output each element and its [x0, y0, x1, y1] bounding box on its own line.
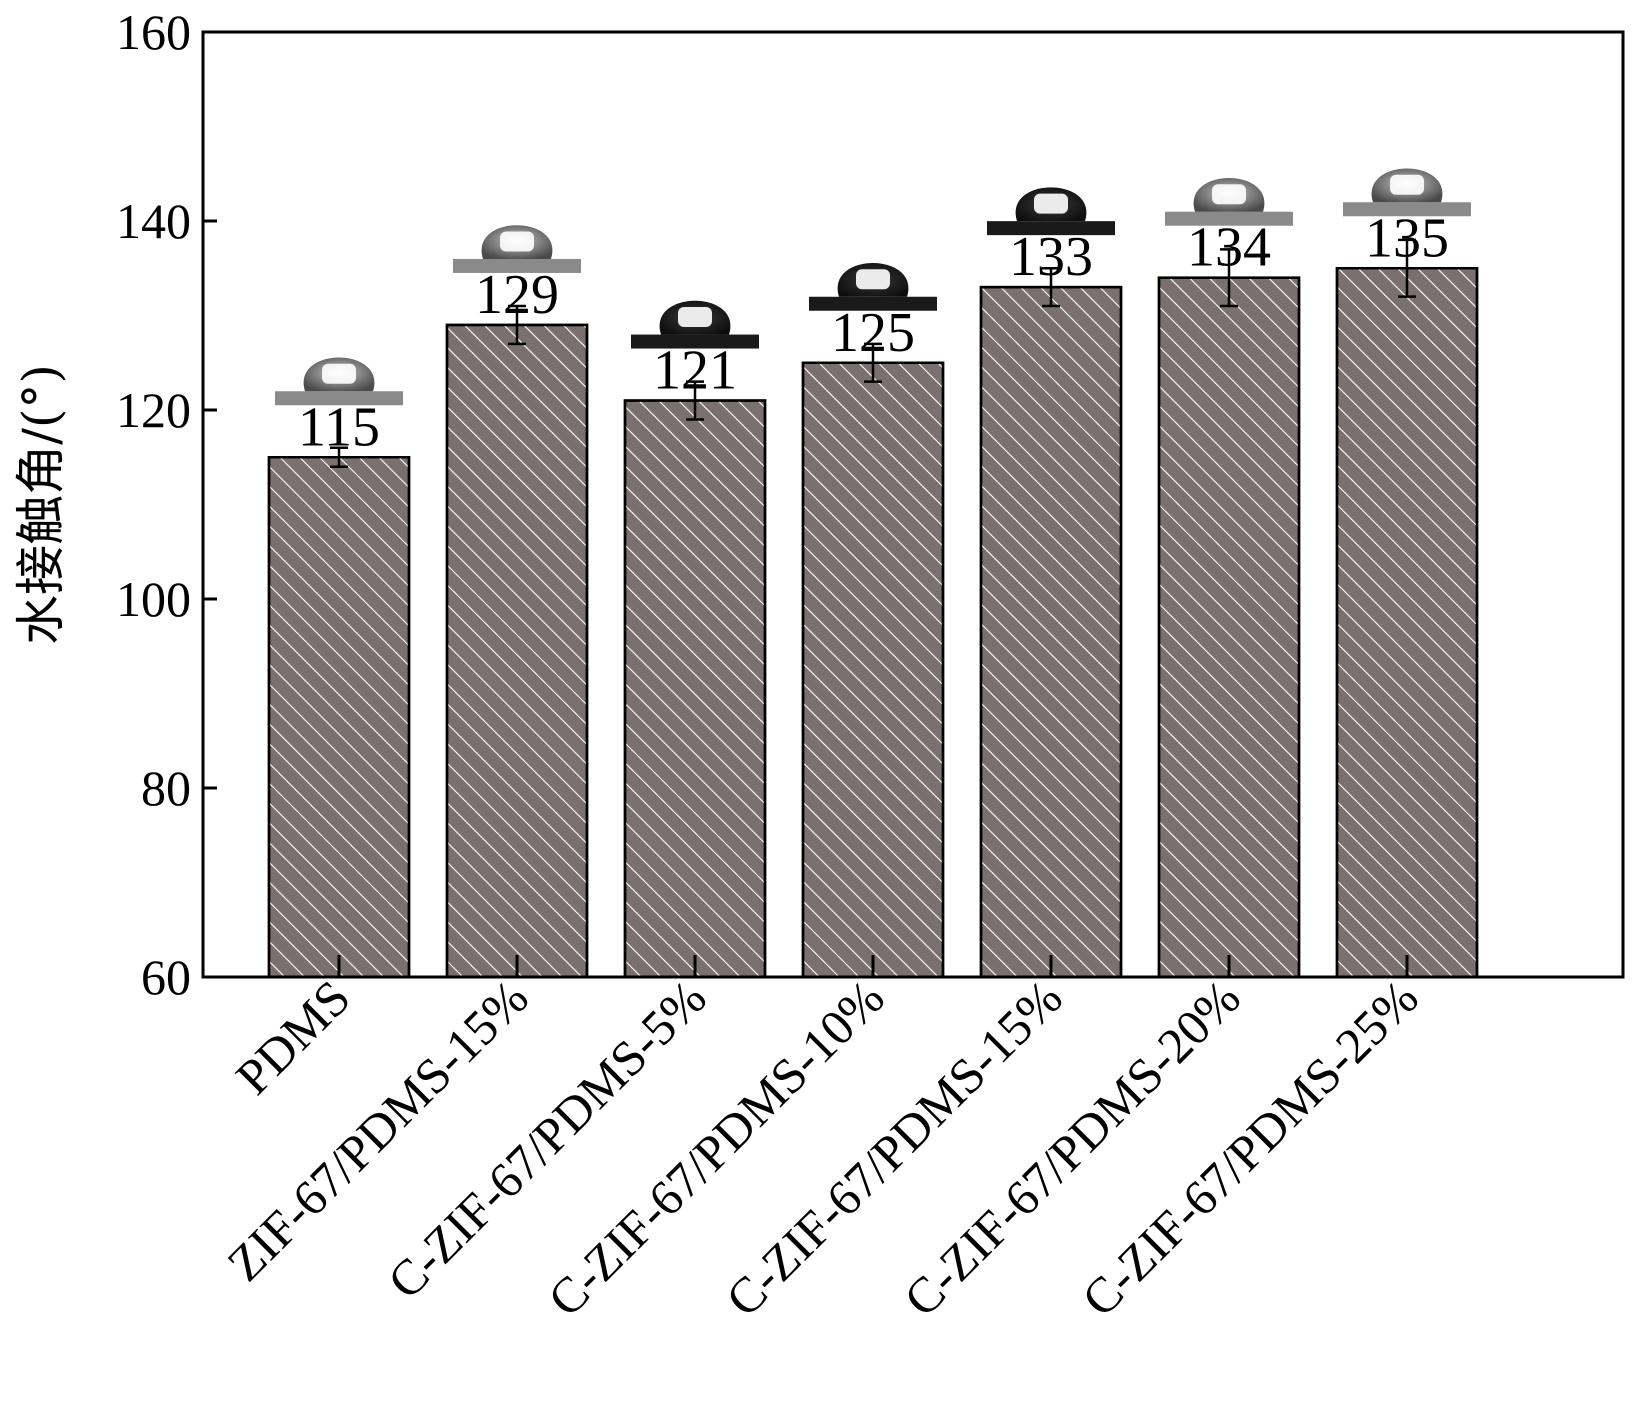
y-axis-ticks: 60 80 100 120 140 160 — [116, 4, 217, 1005]
droplet-image-5 — [987, 187, 1115, 236]
x-category-label-6: C-ZIF-67/PDMS-20% — [893, 969, 1251, 1327]
x-category-label-3: C-ZIF-67/PDMS-5% — [377, 969, 717, 1309]
bars-group — [267, 267, 1479, 979]
droplet-highlight — [856, 269, 890, 290]
droplet-highlight — [1212, 184, 1246, 205]
y-tick-label: 140 — [116, 193, 191, 249]
y-tick-label: 120 — [116, 382, 191, 438]
substrate — [987, 221, 1115, 236]
droplet-highlight — [322, 363, 356, 384]
plot-frame — [201, 30, 1625, 979]
x-category-label-4: C-ZIF-67/PDMS-10% — [537, 969, 895, 1327]
error-bars-group — [330, 238, 1416, 468]
substrate — [1343, 202, 1471, 217]
substrate — [809, 296, 937, 311]
y-tick-label: 160 — [116, 4, 191, 60]
droplet-image-3 — [631, 300, 759, 349]
substrate — [631, 334, 759, 349]
x-category-label-7: C-ZIF-67/PDMS-25% — [1071, 969, 1429, 1327]
y-axis-title: 水接触角/(°) — [12, 364, 70, 645]
data-label-3: 121 — [653, 340, 737, 402]
data-label-4: 125 — [831, 302, 915, 364]
data-label-6: 134 — [1187, 217, 1271, 279]
data-label-1: 115 — [298, 396, 380, 458]
y-tick-label: 80 — [141, 760, 191, 816]
droplet-images — [275, 168, 1471, 406]
axes-group — [201, 30, 1625, 979]
bar-hatch-7 — [1335, 267, 1479, 979]
bar-hatch-2 — [445, 323, 589, 979]
droplet-image-6 — [1165, 177, 1293, 226]
droplet-highlight — [678, 307, 712, 328]
bar-hatch-5 — [979, 285, 1123, 979]
x-category-label-1: PDMS — [225, 969, 361, 1105]
x-category-label-2: ZIF-67/PDMS-15% — [216, 969, 538, 1291]
droplet-image-2 — [453, 225, 581, 273]
droplet-image-7 — [1343, 168, 1471, 217]
data-label-7: 135 — [1365, 207, 1449, 269]
x-category-label-5: C-ZIF-67/PDMS-15% — [715, 969, 1073, 1327]
droplet-highlight — [500, 231, 534, 252]
droplet-image-1 — [275, 357, 403, 406]
bar-hatch-6 — [1157, 276, 1301, 979]
bar-hatch-1 — [267, 456, 411, 979]
data-labels-group: 115 129 121 125 133 134 135 — [298, 207, 1449, 458]
bar-hatch-4 — [801, 361, 945, 979]
droplet-highlight — [1034, 193, 1068, 214]
data-label-2: 129 — [475, 264, 559, 326]
substrate — [1165, 211, 1293, 226]
droplet-image-4 — [809, 263, 937, 311]
droplet-highlight — [1390, 174, 1424, 195]
substrate — [453, 258, 581, 273]
x-axis-labels: PDMSZIF-67/PDMS-15%C-ZIF-67/PDMS-5%C-ZIF… — [216, 955, 1429, 1327]
y-tick-label: 60 — [141, 949, 191, 1005]
bar-hatch-3 — [623, 399, 767, 979]
data-label-5: 133 — [1009, 226, 1093, 288]
y-tick-label: 100 — [116, 571, 191, 627]
substrate — [275, 391, 403, 406]
